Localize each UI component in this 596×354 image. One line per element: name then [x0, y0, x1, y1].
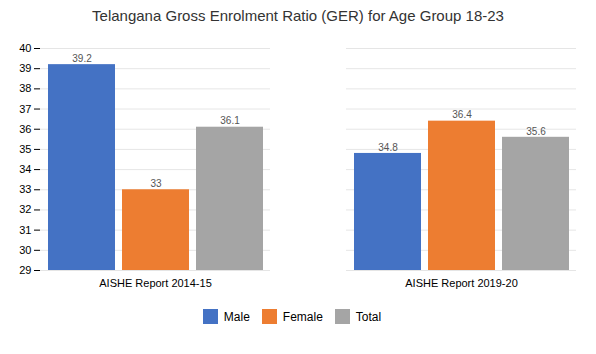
html-text:Male: Male: [223, 309, 250, 324]
svg-text:32: 32: [19, 203, 31, 215]
svg-text:34: 34: [19, 163, 31, 175]
svg-text:40: 40: [19, 42, 31, 54]
svg-text:33: 33: [19, 183, 31, 195]
svg-text:33: 33: [150, 178, 162, 189]
svg-text:35: 35: [19, 143, 31, 155]
html-text:Female: Female: [282, 309, 323, 324]
svg-text:AISHE Report 2014-15: AISHE Report 2014-15: [99, 277, 212, 289]
svg-text:29: 29: [19, 264, 31, 276]
svg-text:37: 37: [19, 103, 31, 115]
svg-text:36.1: 36.1: [220, 115, 240, 126]
svg-text:35.6: 35.6: [526, 126, 546, 137]
svg-text:38: 38: [19, 82, 31, 94]
svg-text:39.2: 39.2: [72, 53, 92, 64]
svg-text:36.4: 36.4: [452, 109, 472, 120]
svg-text:36: 36: [19, 123, 31, 135]
svg-text:39: 39: [19, 62, 31, 74]
svg-text:31: 31: [19, 224, 31, 236]
html-text:Telangana Gross Enrolment Rati: Telangana Gross Enrolment Ratio (GER) fo…: [92, 7, 504, 24]
svg-text:34.8: 34.8: [378, 142, 398, 153]
svg-text:30: 30: [19, 244, 31, 256]
html-text:Total: Total: [355, 309, 382, 324]
svg-text:AISHE Report 2019-20: AISHE Report 2019-20: [405, 277, 518, 289]
